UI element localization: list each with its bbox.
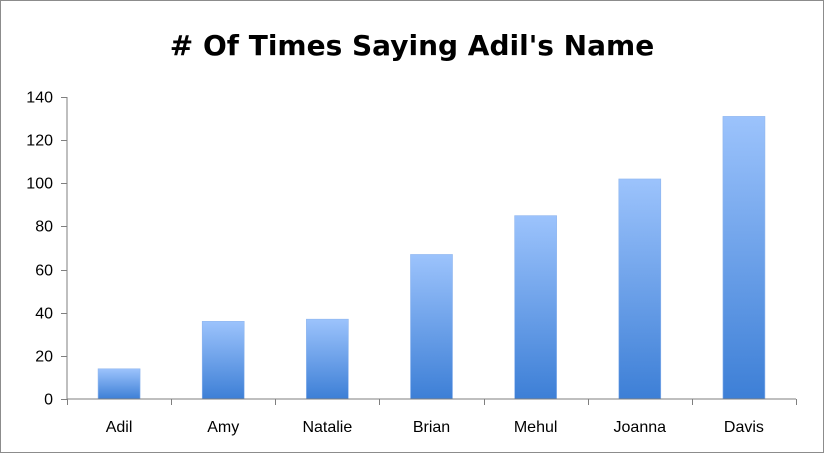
y-tick-label: 140 xyxy=(26,90,53,107)
y-tick-label: 100 xyxy=(26,176,53,193)
x-tick-label: Brian xyxy=(413,419,450,436)
x-tick-label: Natalie xyxy=(302,419,352,436)
bar-joanna xyxy=(618,178,662,400)
y-tick-label: 40 xyxy=(35,306,53,323)
x-tick-label: Adil xyxy=(106,419,133,436)
bar-brian xyxy=(410,254,453,400)
x-tick-label: Joanna xyxy=(614,419,667,436)
bar-davis xyxy=(722,116,766,400)
y-tick-label: 0 xyxy=(44,392,53,409)
bar-mehul xyxy=(514,215,557,400)
y-tick-label: 120 xyxy=(26,133,53,150)
bar-amy xyxy=(201,321,245,400)
chart-title: # Of Times Saying Adil's Name xyxy=(169,29,655,62)
x-tick-label: Amy xyxy=(207,419,239,436)
y-tick-label: 60 xyxy=(35,263,53,280)
bars xyxy=(97,116,766,400)
y-axis-ticks: 0 20 40 60 80 100 120 140 xyxy=(26,90,797,409)
y-tick-label: 20 xyxy=(35,349,53,366)
bar-natalie xyxy=(306,318,349,400)
y-tick-label: 80 xyxy=(35,219,53,236)
x-tick-label: Davis xyxy=(724,419,764,436)
x-tick-label: Mehul xyxy=(514,419,558,436)
bar-adil xyxy=(97,368,141,400)
x-axis-labels: Adil Amy Natalie Brian Mehul Joanna Davis xyxy=(106,419,764,436)
